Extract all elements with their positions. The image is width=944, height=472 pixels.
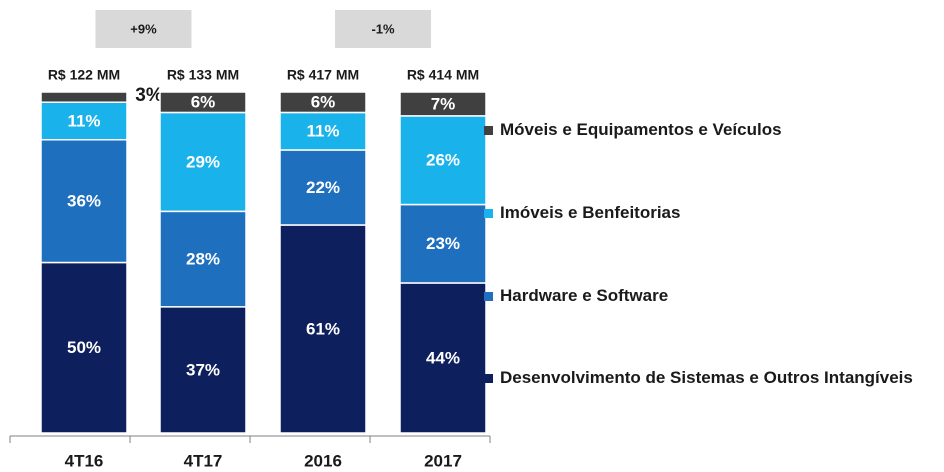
- growth-box: [335, 10, 431, 48]
- legend-swatch: [484, 292, 493, 301]
- legend-swatch: [484, 126, 493, 135]
- bar-segment: [279, 91, 367, 114]
- value-label: 11%: [67, 111, 100, 130]
- growth-label: +9%: [130, 21, 157, 36]
- value-label: 37%: [186, 360, 220, 379]
- bar-segment: [399, 115, 487, 206]
- value-label: 3%: [135, 85, 163, 106]
- bar-segment: [399, 203, 487, 284]
- value-label: 11%: [306, 122, 339, 141]
- total-label: R$ 417 MM: [287, 67, 359, 83]
- value-label: 44%: [426, 348, 460, 367]
- total-label: R$ 414 MM: [407, 67, 479, 83]
- growth-label: -1%: [371, 21, 395, 36]
- value-label: 6%: [311, 93, 336, 112]
- x-tick-label: 4T16: [65, 451, 104, 470]
- legend-item: Móveis e Equipamentos e Veículos: [484, 119, 934, 141]
- x-tick-label: 2017: [424, 451, 462, 470]
- value-label: 50%: [67, 338, 101, 357]
- bar-segment: [159, 91, 247, 114]
- legend-label: Móveis e Equipamentos e Veículos: [500, 120, 782, 139]
- bar-segment: [40, 261, 128, 434]
- legend-swatch: [484, 209, 493, 218]
- value-label: 23%: [426, 234, 460, 253]
- value-label: 36%: [67, 192, 101, 211]
- total-label: R$ 122 MM: [48, 67, 120, 83]
- legend-label: Imóveis e Benfeitorias: [500, 203, 681, 222]
- legend-item: Imóveis e Benfeitorias: [484, 202, 934, 224]
- value-label: 28%: [186, 250, 220, 269]
- value-label: 29%: [186, 152, 220, 171]
- legend-item: Hardware e Software: [484, 285, 934, 307]
- value-label: 6%: [191, 93, 216, 112]
- bar-segment: [279, 149, 367, 226]
- bar-segment: [279, 111, 367, 151]
- legend-label: Desenvolvimento de Sistemas e Outros Int…: [500, 368, 913, 387]
- value-label: 26%: [426, 151, 460, 170]
- bar-segment: [40, 101, 128, 141]
- growth-box: [95, 10, 192, 48]
- bar-segment: [399, 91, 487, 117]
- legend-item: Desenvolvimento de Sistemas e Outros Int…: [484, 367, 934, 389]
- value-label: 7%: [431, 94, 456, 113]
- legend-label: Hardware e Software: [500, 286, 669, 305]
- total-label: R$ 133 MM: [167, 67, 239, 83]
- legend-swatch: [484, 374, 493, 383]
- bar-segment: [399, 282, 487, 434]
- x-tick-label: 2016: [304, 451, 342, 470]
- value-label: 22%: [306, 178, 340, 197]
- bar-segment: [159, 111, 247, 213]
- value-label: 61%: [306, 319, 340, 338]
- bar-segment: [159, 210, 247, 308]
- bar-segment: [40, 91, 128, 103]
- bar-segment: [40, 138, 128, 264]
- x-tick-label: 4T17: [184, 451, 223, 470]
